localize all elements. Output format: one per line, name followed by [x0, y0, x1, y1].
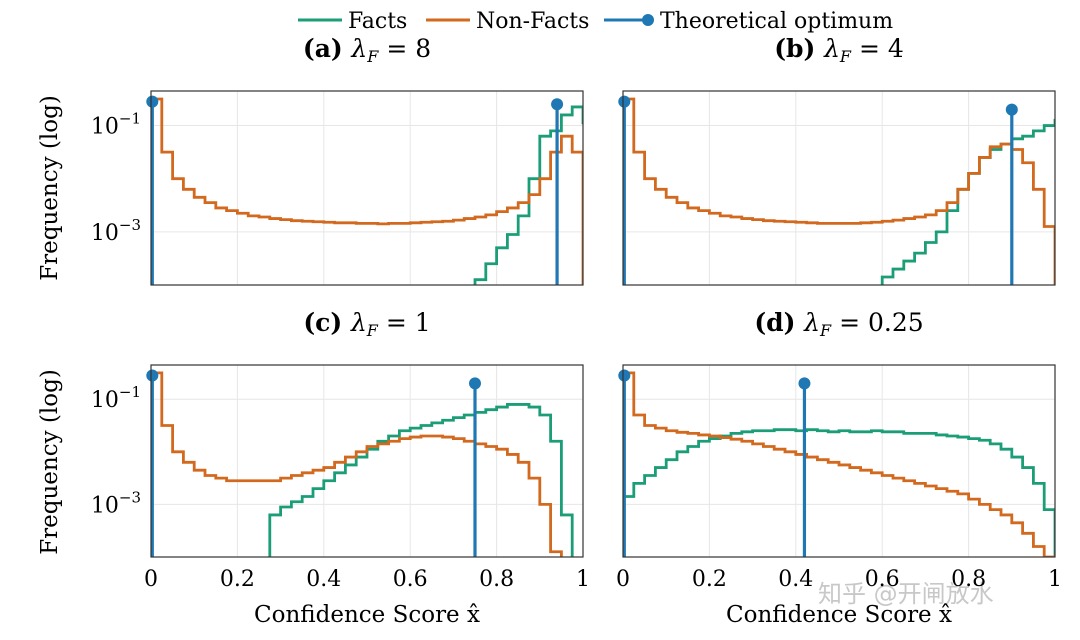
- xlabel-right: Confidence Score x̂: [726, 602, 952, 628]
- optimum-marker: [146, 369, 159, 382]
- panel-title-d: (d) λF = 0.25: [754, 308, 923, 340]
- axes-frame-a: [150, 90, 584, 286]
- ytick-base: 10: [91, 388, 119, 413]
- watermark: 知乎 @开闸放水: [818, 580, 994, 608]
- optimum-marker: [1005, 103, 1018, 116]
- panel-b: (b) λF = 4: [618, 34, 1056, 286]
- facts-series-a: [473, 105, 583, 285]
- panel-title-tag: (b): [774, 34, 824, 63]
- panel-a: (a) λF = 810−310−1: [91, 34, 584, 286]
- panel-title-lambda: λ: [803, 308, 820, 337]
- panel-title-c: (c) λF = 1: [303, 308, 430, 340]
- ytick-base: 10: [91, 115, 119, 140]
- axes-frame-d: [622, 364, 1056, 558]
- xtick-label: 0: [616, 567, 630, 592]
- optimum-marker: [618, 95, 631, 108]
- ytick-exponent: −1: [119, 110, 141, 128]
- panel-title-sub: F: [366, 47, 379, 66]
- xtick-label: 0.8: [479, 567, 514, 592]
- panel-title-sub: F: [819, 321, 832, 340]
- legend-facts-label: Facts: [348, 9, 407, 34]
- nonfacts-series-d: [623, 371, 1055, 557]
- ytick-base: 10: [91, 221, 119, 246]
- optimum-marker: [551, 98, 564, 111]
- facts-series-b: [880, 118, 1055, 285]
- panel-title-value: = 1: [378, 308, 431, 337]
- nonfacts-series-b: [623, 97, 1055, 285]
- xtick-label: 0: [144, 567, 158, 592]
- ylabel-top: Frequency (log): [37, 95, 63, 281]
- panel-title-value: = 8: [378, 34, 431, 63]
- optimum-marker: [146, 95, 159, 108]
- panel-title-a: (a) λF = 8: [303, 34, 431, 66]
- legend-optimum-label: Theoretical optimum: [660, 9, 893, 34]
- panel-title-tag: (a): [303, 34, 352, 63]
- panel-title-lambda: λ: [350, 308, 367, 337]
- axes-frame-c: [150, 364, 584, 558]
- plot-area-d: [623, 371, 1055, 557]
- panel-title-value: = 4: [851, 34, 904, 63]
- ytick-exponent: −3: [119, 216, 141, 234]
- ytick-label: 10−3: [91, 216, 141, 246]
- xtick-label: 0.6: [865, 567, 900, 592]
- panel-title-tag: (c): [303, 308, 351, 337]
- legend: Facts Non-Facts Theoretical optimum: [298, 9, 893, 34]
- xtick-label: 0.6: [393, 567, 428, 592]
- optimum-marker: [469, 377, 481, 390]
- xtick-label: 0.2: [220, 567, 255, 592]
- axes-frame-b: [622, 90, 1056, 286]
- optimum-marker: [618, 369, 631, 382]
- xtick-label: 0.2: [692, 567, 727, 592]
- ytick-label: 10−1: [91, 383, 141, 413]
- ytick-label: 10−1: [91, 110, 141, 140]
- xtick-label: 0.4: [778, 567, 813, 592]
- panel-title-lambda: λ: [350, 34, 367, 63]
- ytick-exponent: −1: [119, 383, 141, 401]
- optimum-marker: [798, 377, 811, 390]
- panel-title-b: (b) λF = 4: [774, 34, 904, 66]
- facts-series-d: [623, 428, 1055, 557]
- panel-title-sub: F: [366, 321, 379, 340]
- panel-title-value: = 0.25: [831, 308, 924, 337]
- ylabel-bottom: Frequency (log): [37, 369, 63, 555]
- xlabel-left: Confidence Score x̂: [254, 602, 480, 628]
- facts-series-c: [268, 403, 574, 557]
- ytick-base: 10: [91, 493, 119, 518]
- xtick-label: 1: [1048, 567, 1062, 592]
- xtick-label: 0.8: [951, 567, 986, 592]
- xtick-label: 1: [576, 567, 590, 592]
- legend-nonfacts-label: Non-Facts: [476, 9, 589, 34]
- ytick-exponent: −3: [119, 488, 141, 506]
- plot-area-a: [151, 97, 583, 285]
- plot-area-b: [623, 97, 1055, 285]
- panel-c: (c) λF = 110−310−10 0.2 0.4 0.6 0.8 1: [91, 308, 590, 592]
- panel-title-tag: (d): [754, 308, 804, 337]
- nonfacts-series-a: [151, 97, 583, 285]
- legend-optimum-marker: [642, 14, 654, 26]
- panel-d: (d) λF = 0.25 0 0.2 0.4 0.6 0.8 1: [616, 308, 1062, 592]
- plot-area-c: [151, 371, 574, 557]
- panel-title-sub: F: [839, 47, 852, 66]
- panel-title-lambda: λ: [823, 34, 840, 63]
- nonfacts-series-c: [151, 371, 563, 557]
- ytick-label: 10−3: [91, 488, 141, 518]
- xtick-label: 0.4: [306, 567, 341, 592]
